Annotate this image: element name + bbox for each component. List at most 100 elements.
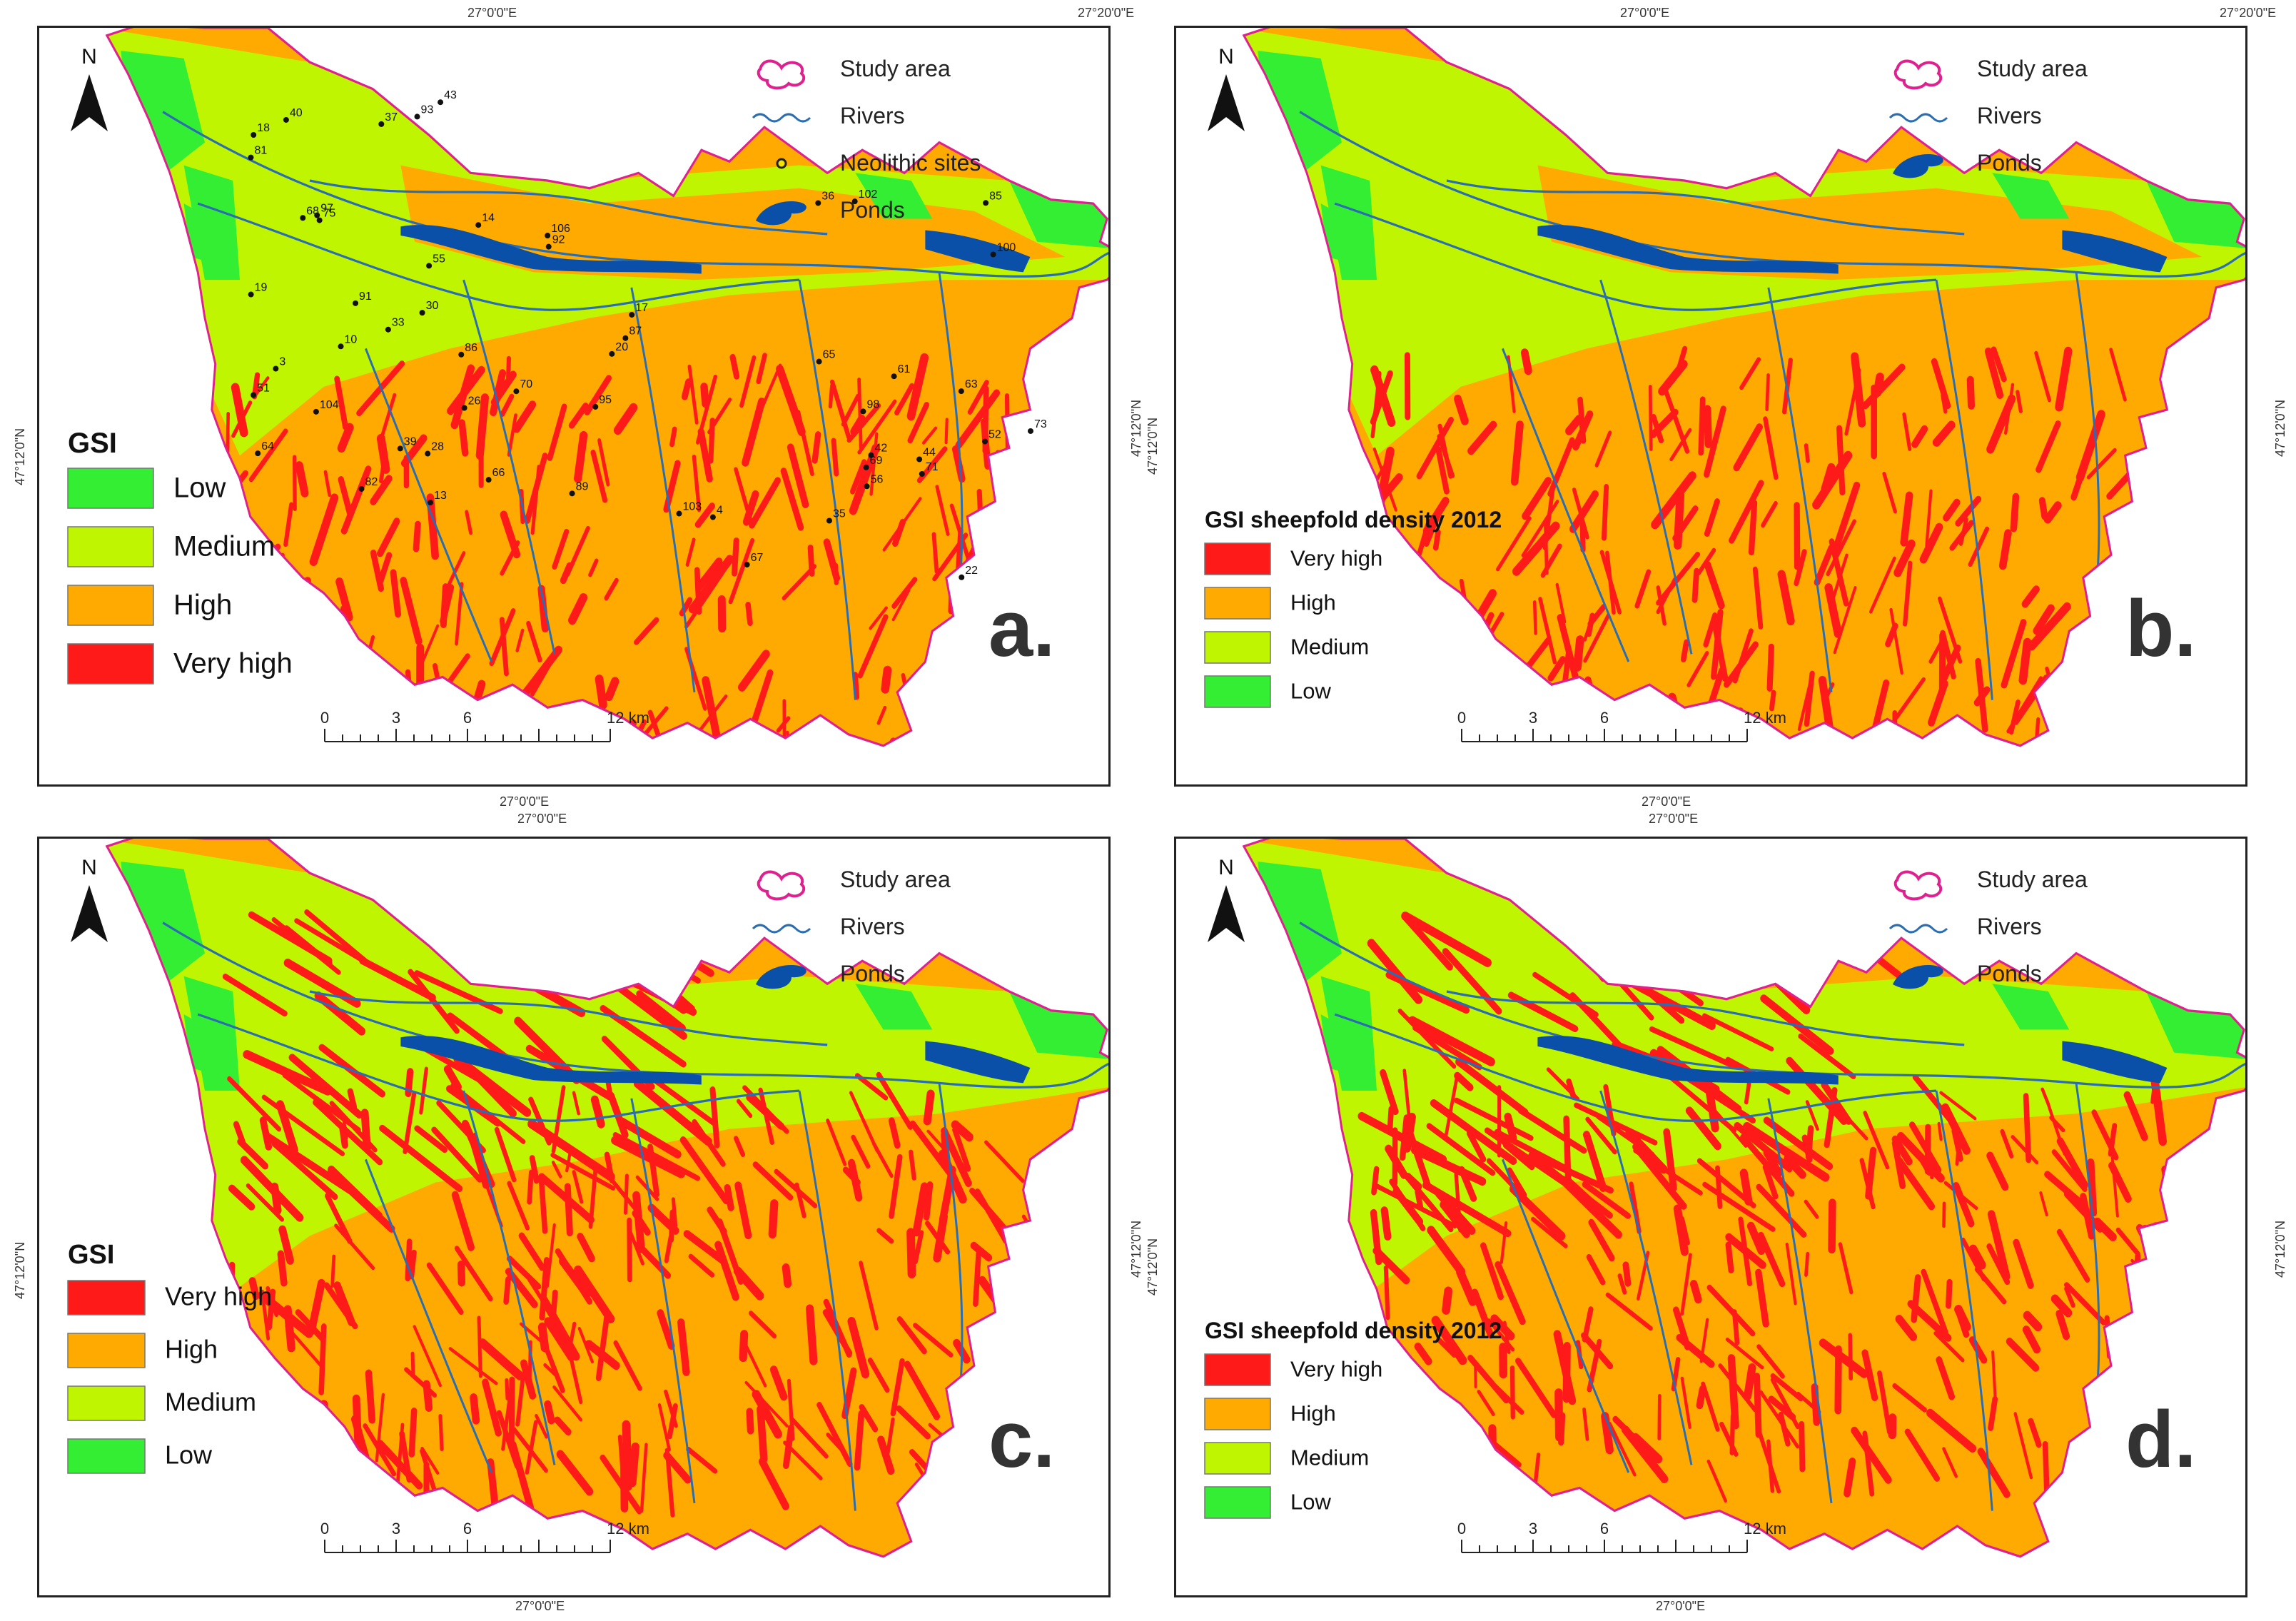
neolithic-site-point — [958, 388, 964, 395]
very-high-streak — [604, 577, 619, 601]
very-high-streak — [729, 353, 740, 380]
very-high-streak — [1756, 1183, 1807, 1238]
very-high-streak — [465, 510, 473, 535]
very-high-streak — [1949, 520, 1974, 551]
very-high-streak — [657, 1309, 675, 1350]
very-high-streak — [854, 1073, 889, 1101]
neolithic-site-point — [860, 408, 866, 415]
map-legend-label: Study area — [840, 867, 951, 892]
very-high-streak — [1987, 1210, 2011, 1281]
medium-zone — [1243, 839, 2245, 1298]
gsi-class-swatch — [1204, 587, 1271, 620]
neolithic-site-point — [273, 365, 279, 372]
very-high-streak — [1796, 1391, 1821, 1415]
very-high-streak — [1696, 1385, 1706, 1410]
very-high-streak — [894, 383, 915, 416]
gsi-class-label: Low — [1290, 679, 1331, 704]
very-high-streak — [379, 742, 388, 746]
very-high-streak — [922, 426, 938, 445]
very-high-streak — [1599, 550, 1622, 615]
very-high-streak — [756, 353, 767, 385]
very-high-streak — [520, 1359, 537, 1400]
very-high-streak — [2063, 1282, 2106, 1325]
very-high-streak — [1617, 1273, 1627, 1295]
very-high-streak — [1553, 1330, 1577, 1405]
river-line — [197, 202, 800, 311]
low-zone — [1009, 991, 1108, 1061]
neolithic-site-point — [414, 113, 420, 120]
river-line — [309, 179, 828, 236]
very-high-streak — [2040, 1087, 2050, 1106]
site-label: 86 — [465, 342, 477, 354]
very-high-streak — [2111, 542, 2126, 595]
very-high-streak — [234, 603, 250, 641]
very-high-streak — [2123, 1091, 2148, 1141]
very-high-streak — [906, 353, 929, 421]
very-high-streak — [261, 1289, 270, 1340]
neolithic-site-point — [609, 350, 615, 357]
very-high-streak — [769, 1365, 788, 1401]
very-high-streak — [240, 1156, 304, 1222]
very-high-streak — [1685, 1106, 1721, 1151]
very-high-streak — [1744, 1363, 1756, 1400]
site-label: 92 — [552, 234, 565, 246]
very-high-streak — [443, 1065, 462, 1091]
river-line — [1502, 1158, 1630, 1473]
very-high-streak — [2034, 350, 2052, 403]
neolithic-site-point — [378, 121, 385, 127]
very-high-streak — [1848, 1333, 1853, 1381]
site-label: 98 — [866, 398, 879, 410]
very-high-streak — [1743, 1121, 1830, 1182]
north-label: N — [1218, 45, 1234, 69]
very-high-streak — [1984, 347, 2004, 399]
very-high-streak — [1759, 1390, 1800, 1449]
very-high-streak — [679, 924, 737, 966]
neolithic-site-point — [744, 562, 750, 568]
very-high-streak — [501, 742, 534, 746]
panel-letter: d. — [2125, 1395, 2197, 1484]
gsi-class-swatch — [1204, 1486, 1271, 1519]
very-high-streak — [2039, 1191, 2048, 1217]
very-high-streak — [1706, 1284, 1756, 1337]
very-high-streak — [1582, 1407, 1589, 1441]
gsi-legend: GSI Low Medium High Very high — [67, 428, 293, 685]
very-high-streak — [1991, 346, 2007, 383]
very-high-streak — [1907, 1300, 1952, 1342]
very-high-streak — [2022, 1325, 2041, 1354]
very-high-streak — [1672, 505, 1699, 542]
very-high-streak — [1974, 1266, 2007, 1305]
very-high-streak — [1605, 1292, 1653, 1331]
very-high-streak — [1540, 543, 1562, 578]
gsi-class-label: Low — [165, 1440, 213, 1470]
very-high-streak — [664, 1448, 675, 1518]
study-area-boundary — [105, 28, 1108, 747]
site-label: 42 — [874, 443, 887, 455]
very-high-streak — [847, 1316, 870, 1379]
pond-shape — [2062, 1041, 2168, 1084]
panel-letter: c. — [988, 1395, 1055, 1484]
very-high-streak — [857, 614, 889, 679]
very-high-streak — [1587, 604, 1607, 627]
very-high-streak — [1520, 348, 1532, 375]
neolithic-site-point — [314, 212, 320, 218]
very-high-streak — [1354, 580, 1373, 619]
very-high-streak — [595, 1313, 610, 1381]
neolithic-site-point — [248, 291, 254, 298]
panel-letter: b. — [2125, 584, 2197, 673]
very-high-streak — [259, 1116, 273, 1151]
very-high-streak — [265, 1286, 279, 1318]
very-high-streak — [496, 1410, 520, 1469]
very-high-streak — [1932, 420, 1956, 447]
very-high-streak — [1826, 519, 1856, 577]
very-high-streak — [882, 497, 922, 552]
very-high-streak — [1566, 1078, 1577, 1100]
site-label: 102 — [859, 188, 878, 201]
site-label: 30 — [426, 300, 439, 312]
site-label: 13 — [434, 490, 447, 502]
very-high-streak — [1391, 716, 1429, 746]
low-zone — [1009, 181, 1108, 250]
very-high-streak — [1399, 669, 1414, 730]
very-high-streak — [627, 936, 701, 984]
very-high-streak — [1711, 618, 1729, 682]
very-high-streak — [1471, 1288, 1495, 1339]
